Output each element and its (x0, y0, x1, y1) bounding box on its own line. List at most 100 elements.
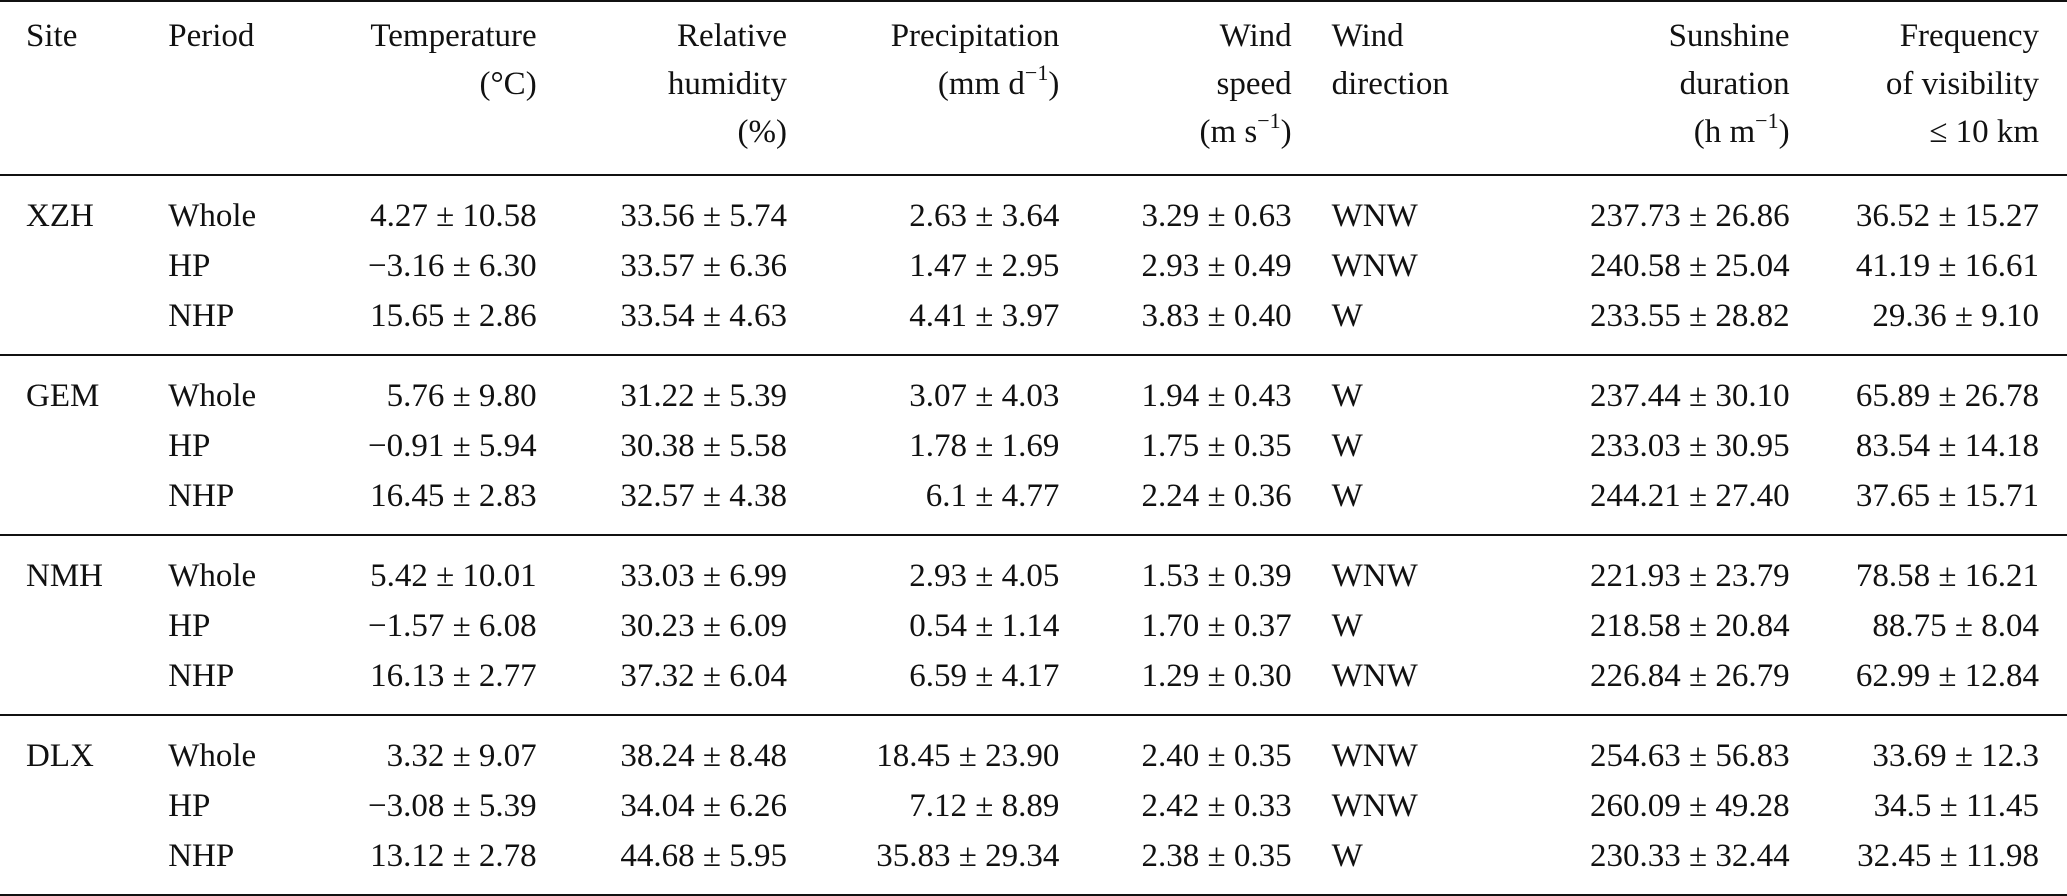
cell-relative-humidity: 38.24 ± 8.48 (620, 738, 787, 774)
cell-wind-speed: 1.94 ± 0.43 (1141, 378, 1292, 414)
header-relative-humidity: Relative humidity (%) (536, 0, 787, 176)
header-period: Period (168, 0, 329, 176)
wind-speed-unit: (m s−1) (1199, 108, 1292, 151)
cell-wind-direction: W (1291, 471, 1450, 536)
cell-period: NHP (168, 651, 329, 716)
cell-sunshine-duration: 237.73 ± 26.86 (1589, 198, 1790, 234)
cell-temperature: 13.12 ± 2.78 (328, 831, 537, 896)
cell-site (0, 291, 169, 356)
cell-site: DLX (26, 738, 94, 774)
cell-visibility: 78.58 ± 16.21 (1855, 558, 2039, 594)
cell-wind-direction: WNW (1331, 558, 1418, 594)
cell-wind-speed: 2.40 ± 0.35 (1141, 738, 1292, 774)
cell-period: Whole (168, 738, 257, 774)
cell-relative-humidity: 30.23 ± 6.09 (620, 608, 787, 644)
cell-wind-direction: W (1331, 378, 1363, 414)
table-row: DLX Whole 3.32 ± 9.07 38.24 ± 8.48 18.45 ± 2… (0, 715, 2067, 781)
cell-wind-speed: 3.83 ± 0.40 (1059, 291, 1292, 356)
cell-temperature: −1.57 ± 6.08 (367, 608, 537, 644)
cell-temperature: 15.65 ± 2.86 (328, 291, 537, 356)
cell-wind-direction: WNW (1331, 788, 1418, 824)
cell-precipitation: 6.59 ± 4.17 (787, 651, 1060, 716)
cell-wind-direction: W (1331, 608, 1363, 644)
cell-relative-humidity: 30.38 ± 5.58 (620, 428, 787, 464)
cell-sunshine-duration: 218.58 ± 20.84 (1589, 608, 1790, 644)
cell-sunshine-duration: 237.44 ± 30.10 (1589, 378, 1790, 414)
cell-wind-direction: WNW (1331, 738, 1418, 774)
cell-visibility: 33.69 ± 12.3 (1872, 738, 2039, 774)
cell-temperature: 3.32 ± 9.07 (386, 738, 537, 774)
cell-visibility: 29.36 ± 9.10 (1789, 291, 2067, 356)
cell-wind-speed: 3.29 ± 0.63 (1141, 198, 1292, 234)
table-row: HP −0.91 ± 5.94 30.38 ± 5.58 1.78 ± 1.69 1.7… (0, 421, 2067, 471)
cell-visibility: 88.75 ± 8.04 (1872, 608, 2039, 644)
cell-site (0, 421, 168, 471)
cell-wind-direction: WNW (1291, 651, 1450, 716)
cell-period: Whole (168, 558, 257, 594)
cell-wind-speed: 2.24 ± 0.36 (1059, 471, 1292, 536)
table-row: HP −3.16 ± 6.30 33.57 ± 6.36 1.47 ± 2.95 2.9… (0, 241, 2067, 291)
cell-relative-humidity: 33.54 ± 4.63 (536, 291, 787, 356)
cell-site (0, 781, 168, 831)
table-body: XZH Whole 4.27 ± 10.58 33.56 ± 5.74 2.63 ± 3… (0, 175, 2067, 896)
cell-visibility: 34.5 ± 11.45 (1873, 788, 2039, 824)
cell-temperature: −0.91 ± 5.94 (367, 428, 537, 464)
cell-precipitation: 7.12 ± 8.89 (909, 788, 1060, 824)
table-row: HP −3.08 ± 5.39 34.04 ± 6.26 7.12 ± 8.89 2.4… (0, 781, 2067, 831)
table-row: NHP 13.12 ± 2.78 44.68 ± 5.95 35.83 ± 29.34… (0, 831, 2067, 896)
cell-site (0, 831, 169, 896)
cell-sunshine-duration: 260.09 ± 49.28 (1589, 788, 1790, 824)
cell-relative-humidity: 31.22 ± 5.39 (620, 378, 787, 414)
cell-visibility: 83.54 ± 14.18 (1855, 428, 2039, 464)
cell-precipitation: 4.41 ± 3.97 (787, 291, 1060, 356)
cell-visibility: 36.52 ± 15.27 (1855, 198, 2039, 234)
header-visibility: Frequency of visibility ≤ 10 km (1789, 0, 2067, 176)
cell-site: XZH (26, 198, 94, 234)
cell-sunshine-duration: 244.21 ± 27.40 (1449, 471, 1790, 536)
cell-period: HP (168, 248, 211, 284)
cell-wind-speed: 1.29 ± 0.30 (1059, 651, 1292, 716)
table-row: NHP 16.13 ± 2.77 37.32 ± 6.04 6.59 ± 4.17 1.… (0, 651, 2067, 716)
cell-temperature: 5.42 ± 10.01 (370, 558, 537, 594)
header-temperature: Temperature (°C) (328, 0, 537, 176)
table-header: Site Period Temperature (°C) Relative hu… (0, 0, 2067, 176)
cell-site (0, 601, 168, 651)
cell-period: NHP (168, 471, 329, 536)
cell-wind-speed: 1.53 ± 0.39 (1141, 558, 1292, 594)
cell-period: HP (168, 608, 211, 644)
table-row: NHP 15.65 ± 2.86 33.54 ± 4.63 4.41 ± 3.97 3.… (0, 291, 2067, 356)
cell-visibility: 62.99 ± 12.84 (1789, 651, 2067, 716)
cell-precipitation: 6.1 ± 4.77 (787, 471, 1060, 536)
cell-sunshine-duration: 233.03 ± 30.95 (1589, 428, 1790, 464)
cell-wind-direction: WNW (1331, 248, 1418, 284)
cell-period: Whole (168, 198, 257, 234)
header-wind-direction: Wind direction (1291, 0, 1450, 176)
cell-wind-direction: W (1331, 428, 1363, 464)
cell-site: GEM (26, 378, 100, 414)
cell-precipitation: 18.45 ± 23.90 (876, 738, 1060, 774)
precipitation-unit: (mm d−1) (937, 60, 1060, 103)
cell-relative-humidity: 32.57 ± 4.38 (536, 471, 787, 536)
cell-temperature: 4.27 ± 10.58 (370, 198, 537, 234)
cell-relative-humidity: 37.32 ± 6.04 (536, 651, 787, 716)
cell-temperature: 16.13 ± 2.77 (328, 651, 537, 716)
cell-wind-speed: 2.38 ± 0.35 (1059, 831, 1292, 896)
cell-wind-direction: WNW (1331, 198, 1418, 234)
cell-visibility: 65.89 ± 26.78 (1855, 378, 2039, 414)
cell-wind-speed: 1.75 ± 0.35 (1141, 428, 1292, 464)
cell-wind-speed: 1.70 ± 0.37 (1141, 608, 1292, 644)
cell-wind-direction: W (1291, 831, 1450, 896)
cell-relative-humidity: 33.56 ± 5.74 (620, 198, 787, 234)
table-row: GEM Whole 5.76 ± 9.80 31.22 ± 5.39 3.07 ± 4.… (0, 355, 2067, 421)
cell-site (0, 471, 169, 536)
cell-period: Whole (168, 378, 257, 414)
table-row: NMH Whole 5.42 ± 10.01 33.03 ± 6.99 2.93 ± 4… (0, 535, 2067, 601)
cell-period: HP (168, 788, 211, 824)
cell-sunshine-duration: 221.93 ± 23.79 (1589, 558, 1790, 594)
cell-temperature: −3.16 ± 6.30 (367, 248, 537, 284)
cell-relative-humidity: 34.04 ± 6.26 (620, 788, 787, 824)
cell-period: HP (168, 428, 211, 464)
table-row: XZH Whole 4.27 ± 10.58 33.56 ± 5.74 2.63 ± 3… (0, 175, 2067, 241)
